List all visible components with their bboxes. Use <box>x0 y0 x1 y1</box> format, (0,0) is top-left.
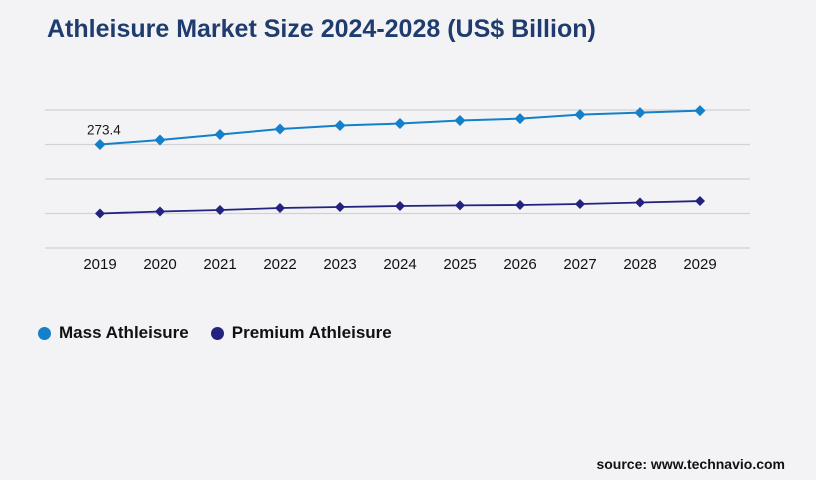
legend-label-premium: Premium Athleisure <box>231 323 392 342</box>
data-point-mass-athleisure[interactable] <box>694 105 706 117</box>
data-point-mass-athleisure[interactable] <box>154 134 166 146</box>
x-axis-label-2026: 2026 <box>503 256 536 273</box>
x-axis-label-2029: 2029 <box>683 256 716 273</box>
source-attribution: source: www.technavio.com <box>596 456 785 472</box>
data-point-premium-athleisure[interactable] <box>275 203 285 214</box>
data-point-premium-athleisure[interactable] <box>155 206 165 217</box>
data-point-premium-athleisure[interactable] <box>215 205 225 216</box>
legend-label-mass: Mass Athleisure <box>59 323 189 342</box>
x-axis-label-2028: 2028 <box>623 256 656 273</box>
x-axis-label-2024: 2024 <box>383 256 416 273</box>
legend-item-premium-athleisure[interactable]: Premium Athleisure <box>210 323 392 343</box>
data-point-mass-athleisure[interactable] <box>574 109 586 121</box>
x-axis-label-2025: 2025 <box>443 256 476 273</box>
data-point-premium-athleisure[interactable] <box>575 199 585 210</box>
x-axis-label-2027: 2027 <box>563 256 596 273</box>
data-point-premium-athleisure[interactable] <box>335 202 345 213</box>
data-point-premium-athleisure[interactable] <box>455 200 465 211</box>
legend-item-mass-athleisure[interactable]: Mass Athleisure <box>38 323 189 343</box>
data-point-mass-athleisure[interactable] <box>514 113 526 125</box>
data-point-mass-athleisure[interactable] <box>394 118 406 130</box>
data-point-mass-athleisure[interactable] <box>214 129 226 141</box>
data-point-mass-athleisure[interactable] <box>334 120 346 132</box>
data-point-premium-athleisure[interactable] <box>95 208 105 219</box>
data-point-premium-athleisure[interactable] <box>395 201 405 212</box>
legend-marker-premium-icon <box>210 326 224 340</box>
chart-title: Athleisure Market Size 2024-2028 (US$ Bi… <box>47 15 596 43</box>
x-axis-label-2020: 2020 <box>143 256 176 273</box>
data-point-mass-athleisure[interactable] <box>94 139 106 150</box>
x-axis-label-2021: 2021 <box>203 256 236 273</box>
legend: Mass Athleisure Premium Athleisure <box>38 323 392 343</box>
x-axis-label-2022: 2022 <box>263 256 296 273</box>
x-axis-label-2023: 2023 <box>323 256 356 273</box>
legend-marker-mass-icon <box>38 326 51 340</box>
data-point-mass-athleisure[interactable] <box>454 115 466 127</box>
data-point-mass-athleisure[interactable] <box>634 107 646 119</box>
x-axis-label-2019: 2019 <box>83 256 116 273</box>
data-point-premium-athleisure[interactable] <box>695 196 705 207</box>
point-data-label: 273.4 <box>87 123 121 138</box>
data-point-mass-athleisure[interactable] <box>274 123 286 135</box>
data-point-premium-athleisure[interactable] <box>635 197 645 208</box>
data-point-premium-athleisure[interactable] <box>515 200 525 211</box>
